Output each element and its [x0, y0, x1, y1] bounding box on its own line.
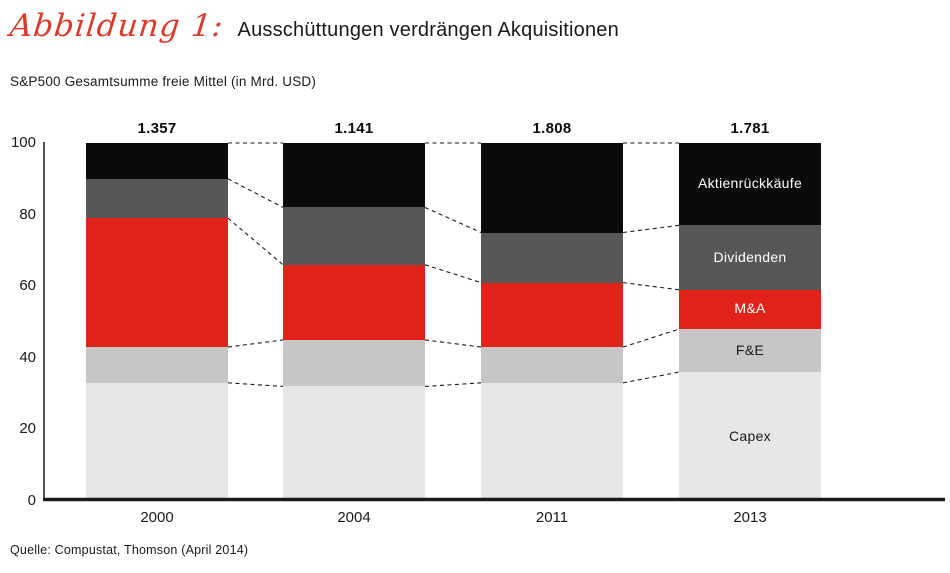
source-note: Quelle: Compustat, Thomson (April 2014)	[10, 543, 249, 557]
y-tick-label: 40	[19, 348, 36, 366]
bar-segment	[283, 264, 425, 340]
bar-segment	[86, 347, 228, 383]
y-tick-label: 20	[19, 420, 36, 438]
connector-line	[622, 371, 680, 384]
bar-segment: Dividenden	[679, 225, 821, 290]
connector-line	[227, 382, 284, 387]
bar-segment	[283, 143, 425, 208]
bar-segment	[283, 386, 425, 501]
bar-segment	[481, 143, 623, 233]
bar-total-label: 1.357	[137, 120, 177, 137]
bar-segment: Capex	[679, 372, 821, 501]
bar-segment	[481, 282, 623, 348]
y-tick-label: 100	[10, 134, 36, 151]
y-tick-label: 60	[19, 277, 36, 295]
figure-header: Abbildung 1: Ausschüttungen verdrängen A…	[8, 6, 619, 46]
bar-segment	[481, 382, 623, 501]
segment-label: Aktienrückkäufe	[697, 175, 803, 192]
connector-line	[424, 264, 482, 284]
bar-segment: Aktienrückkäufe	[679, 143, 821, 226]
segment-label: Dividenden	[713, 248, 787, 265]
connector-line	[227, 217, 284, 266]
bar-total-label: 1.781	[730, 120, 770, 137]
segment-label: Capex	[729, 427, 771, 444]
bar-segment	[86, 382, 228, 501]
bar-segment	[283, 207, 425, 265]
x-tick-label: 2013	[733, 509, 767, 526]
bar-segment: F&E	[679, 329, 821, 373]
figure-title: Ausschüttungen verdrängen Akquisitionen	[237, 19, 619, 41]
bar-segment	[86, 178, 228, 219]
x-tick-label: 2004	[337, 509, 371, 526]
bar-segment	[481, 347, 623, 383]
bar-segment: M&A	[679, 289, 821, 330]
bar-segment	[86, 218, 228, 348]
bar-total-label: 1.141	[334, 120, 374, 137]
connector-line	[622, 224, 680, 234]
connector-line	[227, 339, 284, 348]
y-tick-label: 0	[27, 492, 36, 509]
chart-subtitle: S&P500 Gesamtsumme freie Mittel (in Mrd.…	[10, 74, 317, 89]
connector-line	[424, 382, 482, 387]
bar-segment	[283, 339, 425, 387]
x-tick-label: 2000	[140, 509, 174, 526]
bar-total-label: 1.808	[532, 120, 572, 137]
bar-segment	[481, 232, 623, 283]
figure-label: Abbildung 1:	[8, 8, 226, 44]
connector-line	[424, 339, 482, 348]
bar-segment	[86, 143, 228, 179]
connector-line	[424, 206, 482, 234]
y-tick-label: 80	[19, 205, 36, 223]
connector-line	[622, 328, 680, 348]
segment-label: F&E	[735, 341, 765, 358]
connector-line	[622, 282, 680, 291]
x-tick-label: 2011	[535, 509, 569, 526]
segment-label: M&A	[734, 300, 766, 317]
connector-line	[227, 178, 284, 208]
